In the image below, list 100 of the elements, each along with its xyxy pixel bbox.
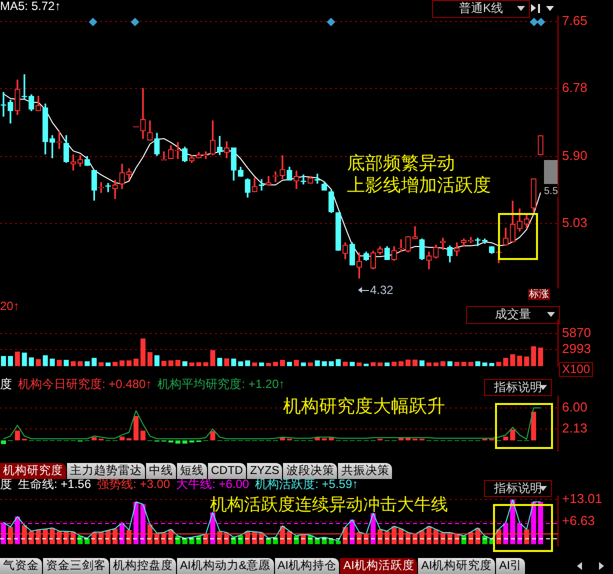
- bar: [154, 355, 160, 366]
- bar: [147, 352, 152, 366]
- bar: [168, 440, 174, 443]
- bar: [64, 360, 69, 366]
- text: 主力趋势雷达: [67, 463, 145, 479]
- bar: [314, 360, 320, 366]
- bar: [468, 362, 474, 366]
- bar: [524, 356, 530, 366]
- y-tick-label: 2993: [562, 341, 591, 356]
- bar: [259, 362, 264, 366]
- text: 共振决策: [338, 463, 392, 479]
- bar: [161, 360, 166, 366]
- dropdown-field: 普通K线: [432, 0, 530, 18]
- bar: [84, 361, 90, 366]
- bar: [336, 540, 341, 544]
- candlestick: [398, 239, 404, 252]
- bar: [92, 437, 97, 440]
- bar: [328, 438, 334, 440]
- text: AI机构研究度: [418, 558, 496, 574]
- dropdown-field: 成交量: [466, 306, 560, 324]
- bar: [342, 362, 348, 366]
- chart-title: 20↑: [0, 299, 20, 313]
- candlestick: [0, 92, 6, 117]
- bar: [210, 431, 216, 440]
- bar: [140, 338, 146, 366]
- bar: [8, 356, 13, 366]
- ref-line-label: 生命线: +1.56: [18, 477, 92, 491]
- bar: [503, 358, 508, 366]
- bar: [189, 440, 194, 443]
- y-tick-label: 5870: [562, 325, 591, 340]
- bar: [217, 358, 222, 366]
- bar: [266, 362, 272, 366]
- bar: [510, 354, 516, 366]
- y-tick-label: 7.65: [562, 12, 588, 28]
- bar: [78, 361, 83, 366]
- bar: [50, 358, 55, 366]
- bar: [419, 360, 424, 366]
- bar: [238, 361, 244, 366]
- candlestick: [140, 88, 146, 139]
- text: AI引: [496, 558, 526, 574]
- bar: [22, 352, 27, 366]
- bar: [384, 362, 390, 366]
- bar: [126, 360, 132, 366]
- bar: [245, 360, 250, 366]
- bar: [0, 356, 6, 366]
- annotation: 上影线增加活跃度: [347, 175, 491, 195]
- bar: [14, 352, 20, 366]
- dropdown-field: 指标说明: [484, 480, 552, 497]
- text: AI机构活跃度: [340, 558, 418, 574]
- annotation: 机构研究度大幅跃升: [283, 396, 445, 416]
- y-tick-label: 6.00: [562, 399, 588, 414]
- bar: [398, 361, 404, 366]
- bar: [286, 362, 292, 366]
- text: MA5: 5.72↑: [0, 0, 61, 13]
- bar: [412, 360, 418, 366]
- bar: [538, 348, 544, 366]
- bar: [280, 360, 285, 366]
- bar: [56, 360, 62, 366]
- bar: [252, 362, 258, 366]
- bar: [517, 356, 522, 366]
- bar: [112, 362, 118, 366]
- text: X100: [559, 362, 594, 377]
- bar: [300, 362, 306, 366]
- bar: [134, 416, 139, 440]
- bar: [440, 361, 446, 366]
- chart-title: 度: [0, 377, 12, 391]
- bar: [42, 355, 48, 366]
- bar: [370, 362, 376, 366]
- y-tick-label: 5.03: [562, 215, 588, 230]
- bar: [231, 358, 236, 366]
- bar: [350, 362, 355, 366]
- legend-label: 大牛线: +6.00: [176, 477, 250, 491]
- bar: [120, 360, 125, 366]
- bar: [454, 362, 460, 366]
- bar: [98, 362, 104, 366]
- bar: [0, 440, 6, 444]
- bar: [308, 362, 313, 366]
- bar: [224, 358, 230, 366]
- annotation: 成交量: [495, 307, 531, 321]
- annotation: 底部频繁异动: [347, 153, 455, 173]
- bar: [28, 357, 34, 366]
- bar: [356, 362, 362, 366]
- bar: [406, 360, 411, 366]
- candlestick: [272, 171, 278, 182]
- bar: [531, 412, 536, 440]
- bar: [328, 361, 334, 366]
- bar: [273, 362, 278, 366]
- text: 机构今日研究度: +0.480↑: [18, 377, 152, 391]
- bar: [531, 346, 536, 366]
- text: 标涨: [528, 289, 550, 300]
- text: AI机构持仓: [274, 558, 340, 574]
- text: 机构控盘度: [110, 558, 176, 574]
- bar: [336, 359, 341, 366]
- y-tick-label: +13.01: [562, 490, 602, 506]
- bar: [14, 430, 20, 440]
- bar: [510, 430, 516, 440]
- chart-title: 度: [0, 477, 12, 491]
- text: 气资金: [0, 558, 42, 574]
- bar: [175, 440, 180, 444]
- annotation: 机构活跃度连续异动冲击大牛线: [210, 495, 448, 515]
